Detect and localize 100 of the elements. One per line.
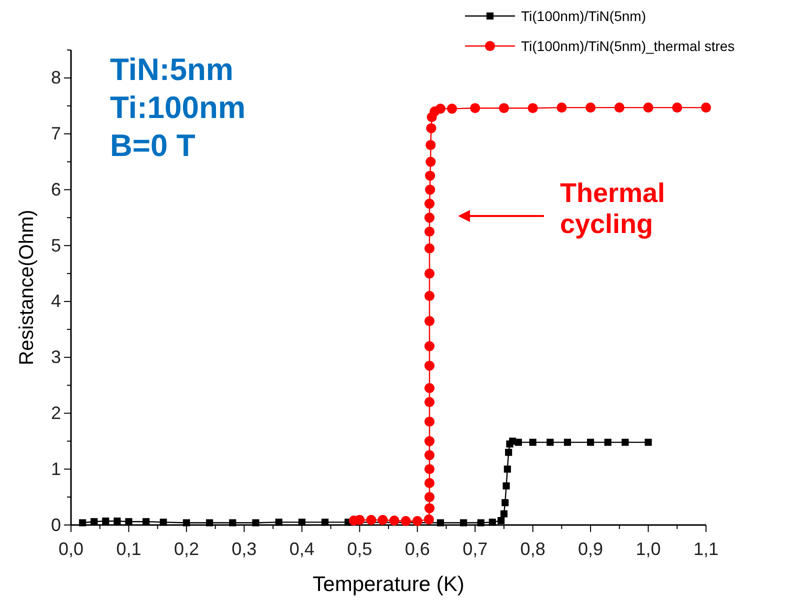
y-tick-label: 0 (50, 514, 61, 535)
point (424, 268, 435, 279)
point (400, 516, 411, 526)
y-axis-title: Resistance(Ohm) (16, 210, 38, 366)
x-tick-label: 0,7 (462, 538, 488, 559)
point (488, 518, 496, 526)
annotation: TiN:5nm (110, 52, 234, 87)
point (470, 103, 480, 114)
point (424, 383, 435, 394)
x-tick-label: 0,5 (347, 538, 372, 559)
x-tick-label: 0,4 (289, 538, 314, 559)
point (412, 516, 422, 526)
annotation: Thermal cycling (560, 178, 666, 240)
point (389, 515, 400, 526)
legend-label: Ti(100nm)/TiN(5nm)_thermal stres (521, 38, 735, 54)
point (502, 499, 509, 506)
y-tick-label: 6 (50, 179, 61, 200)
y-tick-label: 5 (50, 235, 61, 256)
point (424, 397, 435, 408)
point (79, 519, 86, 526)
point (504, 466, 511, 473)
point (528, 103, 538, 114)
point (424, 503, 435, 514)
x-tick-label: 0,0 (58, 538, 84, 559)
x-tick-label: 0,2 (174, 538, 199, 559)
point (604, 438, 612, 446)
x-tick-label: 0,6 (404, 538, 430, 559)
point (125, 518, 132, 526)
point (424, 464, 435, 474)
x-tick-label: 0,3 (232, 538, 257, 559)
point (275, 518, 282, 526)
point (424, 226, 435, 237)
point (505, 448, 512, 456)
point (622, 438, 629, 446)
point (424, 198, 435, 209)
point (424, 316, 435, 326)
point (502, 482, 510, 490)
x-tick-label: 0,1 (116, 538, 142, 559)
point (672, 102, 682, 113)
point (586, 102, 596, 113)
point (424, 243, 435, 254)
point (564, 438, 571, 446)
point (529, 438, 536, 446)
y-tick-label: 8 (50, 68, 61, 88)
point (424, 492, 435, 502)
point (206, 519, 214, 526)
x-tick-label: 0,9 (578, 538, 604, 559)
y-tick-label: 2 (50, 402, 61, 423)
point (321, 518, 329, 526)
point (102, 518, 110, 525)
point (498, 103, 509, 114)
point (90, 518, 98, 526)
point (514, 438, 522, 446)
legend-label: Ti(100nm)/TiN(5nm) (521, 8, 646, 24)
point (500, 510, 508, 518)
point (160, 518, 167, 526)
x-tick-label: 0,8 (520, 538, 546, 559)
point (587, 438, 594, 446)
x-axis-title: Temperature (K) (312, 573, 464, 596)
y-tick-label: 7 (50, 124, 61, 144)
point (460, 519, 468, 526)
point (424, 436, 435, 446)
annotation: B=0 T (110, 128, 196, 163)
point (446, 104, 458, 114)
point (298, 518, 306, 526)
point (424, 212, 435, 223)
y-tick-label: 3 (50, 347, 61, 368)
point (142, 518, 150, 526)
point (700, 102, 712, 113)
point (477, 519, 484, 526)
point (424, 514, 434, 524)
y-tick-label: 4 (50, 291, 61, 312)
point (546, 438, 554, 446)
point (436, 519, 444, 526)
point (424, 416, 435, 427)
point (424, 341, 435, 352)
point (366, 514, 376, 526)
point (643, 102, 654, 113)
point (498, 516, 505, 524)
annotation: Ti:100nm (110, 90, 246, 125)
point (426, 140, 436, 150)
point (556, 102, 567, 113)
point (426, 123, 436, 134)
x-tick-label: 1,1 (693, 538, 719, 559)
point (435, 104, 446, 114)
point (426, 156, 436, 167)
point (614, 102, 624, 113)
point (354, 514, 365, 526)
point (252, 519, 260, 526)
point (114, 518, 121, 525)
point (229, 519, 236, 526)
point (424, 450, 435, 460)
point (425, 170, 436, 181)
point (424, 360, 435, 371)
x-tick-label: 1,0 (636, 538, 661, 559)
point (425, 184, 436, 195)
point (424, 478, 435, 488)
point (424, 290, 435, 301)
point (378, 514, 388, 526)
point (644, 438, 652, 446)
